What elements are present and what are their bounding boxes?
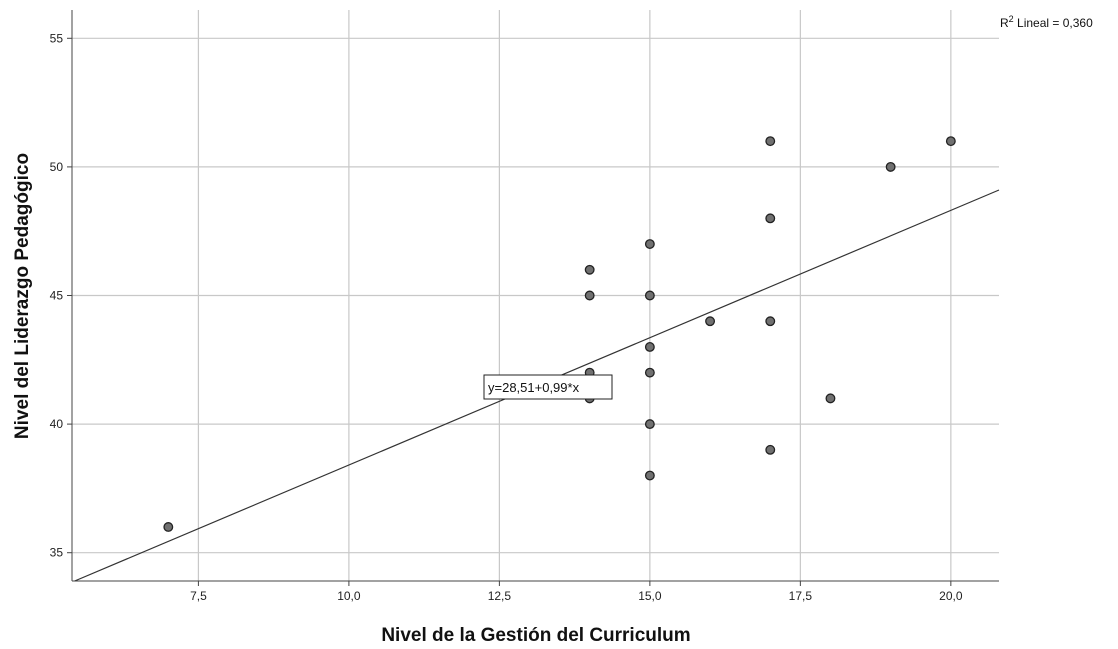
y-tick-label: 35 — [50, 546, 64, 560]
x-tick-label: 20,0 — [939, 589, 963, 603]
fit-equation-frame — [483, 374, 613, 400]
y-tick-label: 45 — [50, 289, 64, 303]
data-point — [644, 341, 655, 352]
data-point — [644, 419, 655, 430]
r2-superscript: 2 — [1009, 14, 1014, 24]
data-point — [584, 290, 595, 301]
data-point — [644, 367, 655, 378]
y-tick-label: 55 — [50, 31, 64, 45]
data-point — [765, 136, 776, 147]
data-point — [765, 213, 776, 224]
data-point — [644, 239, 655, 250]
data-point — [163, 522, 174, 532]
data-point — [644, 470, 655, 481]
y-tick-label: 40 — [50, 417, 64, 431]
x-tick-label: 15,0 — [638, 589, 662, 603]
data-point — [885, 161, 896, 172]
fit-equation-label: y=28,51+0,99*x — [488, 380, 580, 395]
axes — [67, 10, 999, 586]
r2-prefix: R — [1000, 16, 1009, 30]
x-tick-label: 10,0 — [337, 589, 361, 603]
data-points — [163, 136, 956, 532]
r2-text: Lineal = 0,360 — [1014, 16, 1093, 30]
grid-lines — [72, 10, 999, 581]
data-point — [825, 393, 836, 404]
tick-labels: 7,5 10,0 12,5 15,0 17,5 20,0 35 40 45 50 55 — [50, 31, 963, 603]
r2-label: R2 Lineal = 0,360 — [1000, 14, 1093, 30]
data-point — [584, 264, 595, 275]
y-axis-title: Nivel del Liderazgo Pedagógico — [12, 153, 33, 439]
data-point — [945, 136, 956, 147]
x-tick-label: 17,5 — [789, 589, 813, 603]
x-axis-title: Nivel de la Gestión del Curriculum — [381, 625, 690, 646]
data-point — [765, 444, 776, 455]
data-point — [644, 290, 655, 301]
x-tick-label: 7,5 — [190, 589, 207, 603]
data-point — [705, 316, 716, 327]
fit-equation-box: y=28,51+0,99*x — [483, 374, 613, 400]
y-tick-label: 50 — [50, 160, 64, 174]
x-tick-label: 12,5 — [488, 589, 512, 603]
data-point — [765, 316, 776, 327]
